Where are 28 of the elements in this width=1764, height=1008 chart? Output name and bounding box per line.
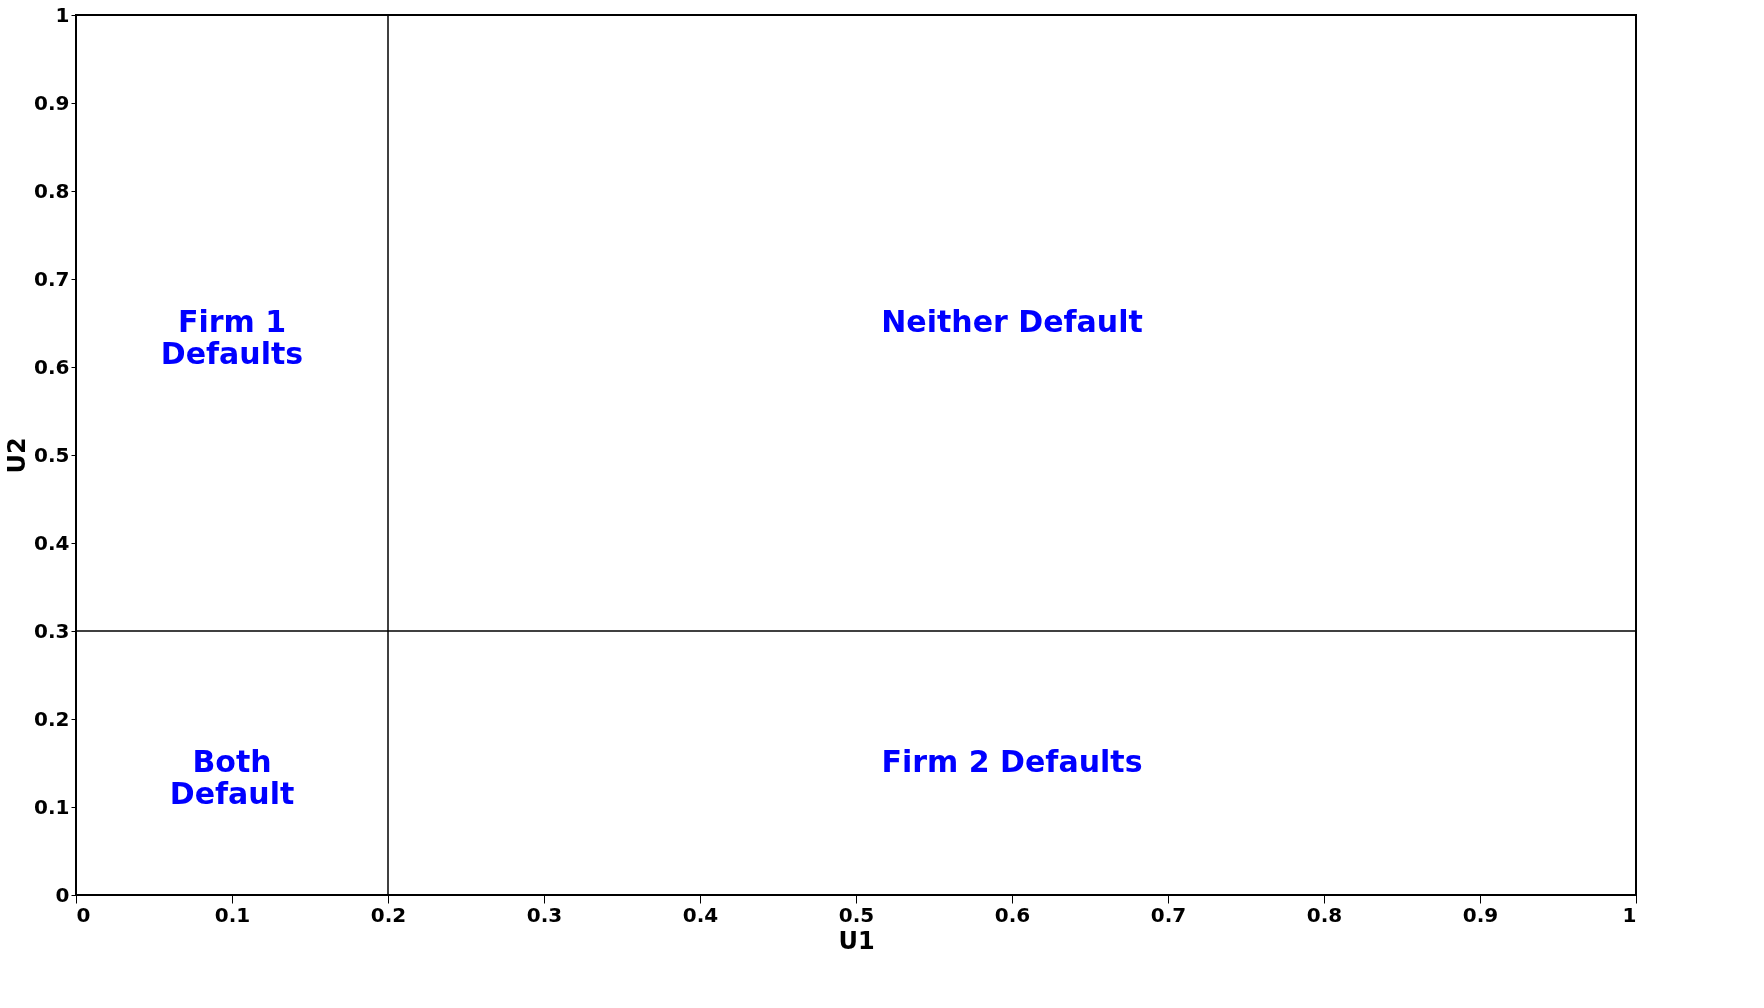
y-tick-label: 0.6 [34,354,70,379]
x-tick-label: 0.3 [526,902,563,927]
annotation: Both Default [169,744,295,811]
annotation: Firm 1 Defaults [160,304,304,371]
y-tick-label: 0.5 [34,442,70,467]
x-tick-label: 0.9 [1462,902,1499,927]
y-tick-label: 0.9 [34,90,70,115]
y-tick-label: 1 [55,2,70,27]
x-tick-label: 0.8 [1306,902,1343,927]
y-tick-label: 0.1 [34,794,70,819]
annotation: Firm 2 Defaults [881,744,1143,779]
x-tick-label: 1 [1622,902,1637,927]
annotation: Neither Default [881,304,1143,339]
x-tick-label: 0.7 [1150,902,1187,927]
x-tick-label: 0.1 [214,902,251,927]
y-tick-label: 0.4 [34,530,70,555]
y-tick-label: 0.8 [34,178,70,203]
y-tick-label: 0.7 [34,266,70,291]
x-tick-label: 0.5 [838,902,875,927]
x-axis-title: U1 [838,926,875,955]
x-tick-label: 0 [76,902,91,927]
y-tick-label: 0.3 [34,618,70,643]
y-axis-title: U2 [3,437,32,474]
x-tick-label: 0.2 [370,902,407,927]
y-tick-label: 0 [55,882,70,907]
x-tick-label: 0.6 [994,902,1031,927]
x-tick-label: 0.4 [682,902,719,927]
y-tick-label: 0.2 [34,706,70,731]
